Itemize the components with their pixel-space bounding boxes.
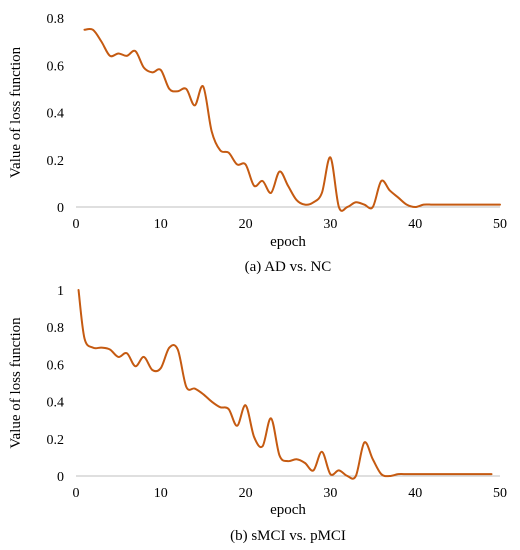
chart-a-x-tick-label: 0 xyxy=(73,217,80,232)
chart-b-caption: (b) sMCI vs. pMCI xyxy=(230,528,346,544)
chart-b-x-tick-label: 10 xyxy=(154,486,168,501)
chart-a-caption: (a) AD vs. NC xyxy=(245,259,332,275)
chart-b-y-tick-labels: 0 0.2 0.4 0.6 0.8 1 xyxy=(47,284,65,485)
chart-a-y-tick-labels: 0 0.2 0.4 0.6 0.8 xyxy=(47,12,65,216)
chart-b-y-tick-label: 0.8 xyxy=(47,321,65,336)
chart-b-x-axis-label: epoch xyxy=(270,502,306,518)
chart-b-x-tick-label: 0 xyxy=(73,486,80,501)
chart-b-y-tick-label: 0.6 xyxy=(47,358,65,373)
chart-a-x-tick-label: 30 xyxy=(323,217,337,232)
chart-a-x-tick-label: 10 xyxy=(154,217,168,232)
chart-b-y-tick-label: 1 xyxy=(57,284,64,299)
chart-b-x-tick-label: 20 xyxy=(239,486,253,501)
chart-a-x-tick-label: 50 xyxy=(493,217,507,232)
chart-a-y-tick-label: 0.6 xyxy=(47,59,65,74)
chart-b-x-tick-labels: 0 10 20 30 40 50 xyxy=(73,486,508,501)
chart-b-y-tick-label: 0.2 xyxy=(47,433,65,448)
chart-a-series-line xyxy=(83,27,501,212)
chart-a-y-axis-label: Value of loss function xyxy=(8,46,24,178)
chart-a-y-tick-label: 0.8 xyxy=(47,12,65,27)
chart-panel-b: 0 0.2 0.4 0.6 0.8 1 0 10 20 30 40 50 epoch Value o… xyxy=(8,284,507,544)
chart-a-x-axis-label: epoch xyxy=(270,234,306,250)
chart-a-x-tick-label: 20 xyxy=(239,217,253,232)
chart-a-x-tick-label: 40 xyxy=(408,217,422,232)
chart-a-x-tick-labels: 0 10 20 30 40 50 xyxy=(73,217,508,232)
chart-a-y-tick-label: 0.2 xyxy=(47,154,65,169)
chart-b-series-line xyxy=(77,289,493,480)
chart-b-y-tick-label: 0 xyxy=(57,470,64,485)
chart-b-x-tick-label: 50 xyxy=(493,486,507,501)
chart-b-y-axis-label: Value of loss function xyxy=(8,317,24,449)
chart-b-x-tick-label: 40 xyxy=(408,486,422,501)
chart-b-y-tick-label: 0.4 xyxy=(47,396,65,411)
chart-a-y-tick-label: 0.4 xyxy=(47,107,65,122)
chart-a-y-tick-label: 0 xyxy=(57,201,64,216)
chart-b-x-tick-label: 30 xyxy=(323,486,337,501)
chart-panel-a: 0 0.2 0.4 0.6 0.8 0 10 20 30 40 50 epoch Value of… xyxy=(8,12,507,275)
